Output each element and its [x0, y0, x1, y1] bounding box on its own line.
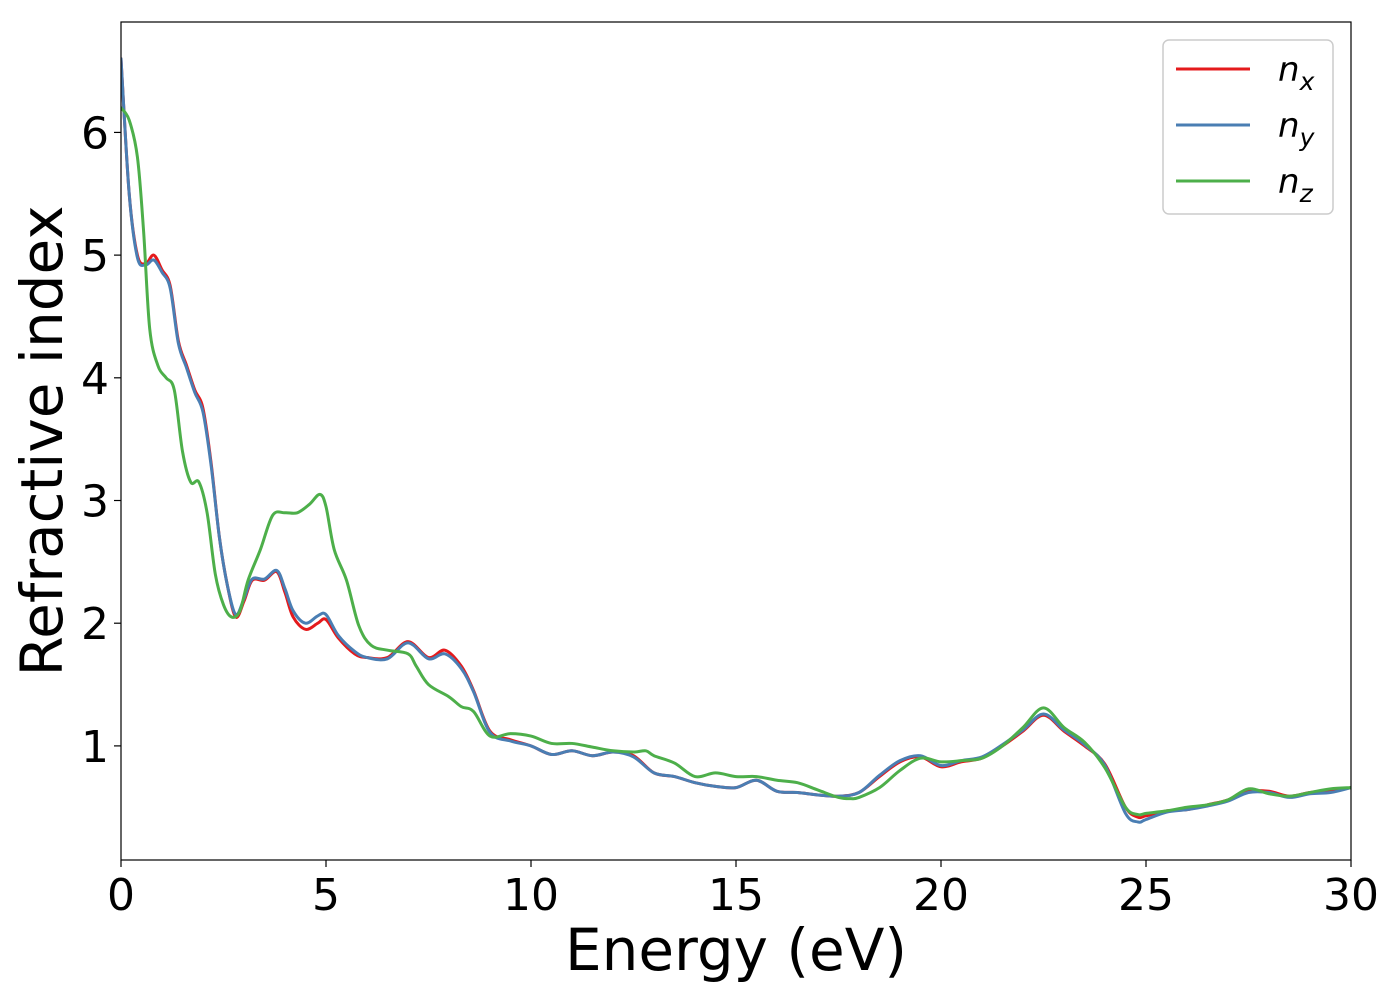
- x-tick-label: 10: [503, 870, 559, 921]
- y-axis-label: Refractive index: [8, 205, 76, 676]
- y-tick-label: 1: [81, 722, 109, 773]
- x-tick-label: 20: [913, 870, 969, 921]
- x-tick-label: 15: [708, 870, 764, 921]
- x-axis-label: Energy (eV): [565, 916, 907, 984]
- y-tick-label: 5: [81, 231, 109, 282]
- y-tick-label: 3: [81, 477, 109, 528]
- y-tick-label: 2: [81, 599, 109, 650]
- x-tick-label: 25: [1118, 870, 1174, 921]
- x-tick-label: 0: [107, 870, 135, 921]
- x-tick-label: 5: [312, 870, 340, 921]
- series-layer: [121, 57, 1351, 824]
- ticks-layer: 0 5 10 15 20 25 30 1 2 3 4 5 6: [81, 108, 1379, 921]
- y-tick-label: 6: [81, 108, 109, 159]
- legend-box: [1162, 39, 1334, 215]
- y-tick-label: 4: [81, 354, 109, 405]
- x-tick-label: 30: [1323, 870, 1379, 921]
- series-line-nz: [121, 106, 1351, 817]
